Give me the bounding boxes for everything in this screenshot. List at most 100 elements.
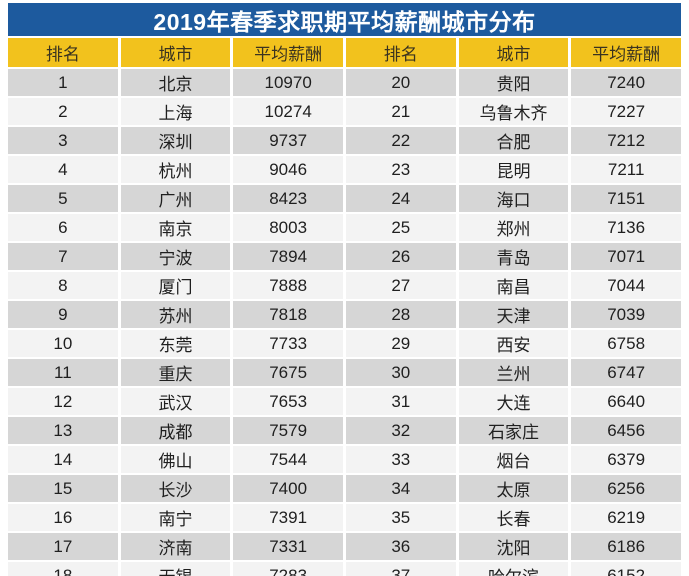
table-cell: 6219 (571, 504, 681, 531)
table-cell: 1 (8, 69, 118, 96)
table-row: 6 南京 8003 25 郑州 7136 (8, 214, 681, 241)
table-cell: 杭州 (120, 156, 231, 183)
table-cell: 15 (8, 475, 118, 502)
table-cell: 长春 (458, 504, 569, 531)
table-cell: 6152 (571, 562, 681, 576)
table-cell: 5 (8, 185, 118, 212)
table-cell: 7227 (571, 98, 681, 125)
table-cell: 7894 (233, 243, 343, 270)
table-cell: 重庆 (120, 359, 231, 386)
table-row: 15 长沙 7400 34 太原 6256 (8, 475, 681, 502)
table-cell: 上海 (120, 98, 231, 125)
table-header: 排名 城市 平均薪酬 排名 城市 平均薪酬 (8, 38, 681, 67)
table-cell: 3 (8, 127, 118, 154)
table-cell: 7211 (571, 156, 681, 183)
table-cell: 7212 (571, 127, 681, 154)
table-cell: 7818 (233, 301, 343, 328)
table-cell: 西安 (458, 330, 569, 357)
table-row: 8 厦门 7888 27 南昌 7044 (8, 272, 681, 299)
table-cell: 10274 (233, 98, 343, 125)
table-row: 3 深圳 9737 22 合肥 7212 (8, 127, 681, 154)
table-cell: 8003 (233, 214, 343, 241)
table-row: 2 上海 10274 21 乌鲁木齐 7227 (8, 98, 681, 125)
table-cell: 33 (345, 446, 456, 473)
table-cell: 30 (345, 359, 456, 386)
table-cell: 大连 (458, 388, 569, 415)
table-cell: 32 (345, 417, 456, 444)
table-cell: 佛山 (120, 446, 231, 473)
table-cell: 10 (8, 330, 118, 357)
table-cell: 乌鲁木齐 (458, 98, 569, 125)
table-cell: 厦门 (120, 272, 231, 299)
table-cell: 南宁 (120, 504, 231, 531)
salary-table: 排名 城市 平均薪酬 排名 城市 平均薪酬 1 北京 10970 20 贵阳 7240 2 上… (5, 36, 684, 576)
table-cell: 北京 (120, 69, 231, 96)
table-cell: 6456 (571, 417, 681, 444)
table-cell: 7733 (233, 330, 343, 357)
table-cell: 14 (8, 446, 118, 473)
table-cell: 东莞 (120, 330, 231, 357)
table-cell: 烟台 (458, 446, 569, 473)
table-cell: 34 (345, 475, 456, 502)
table-row: 12 武汉 7653 31 大连 6640 (8, 388, 681, 415)
table-cell: 7400 (233, 475, 343, 502)
table-cell: 25 (345, 214, 456, 241)
table-cell: 7283 (233, 562, 343, 576)
table-cell: 沈阳 (458, 533, 569, 560)
table-cell: 7653 (233, 388, 343, 415)
table-cell: 28 (345, 301, 456, 328)
table-cell: 6640 (571, 388, 681, 415)
table-cell: 6 (8, 214, 118, 241)
table-row: 9 苏州 7818 28 天津 7039 (8, 301, 681, 328)
table-cell: 17 (8, 533, 118, 560)
table-cell: 7888 (233, 272, 343, 299)
column-header-rank-left: 排名 (8, 38, 118, 67)
table-cell: 12 (8, 388, 118, 415)
table-row: 18无锡728337哈尔滨6152 (8, 562, 681, 576)
table-row: 7 宁波 7894 26 青岛 7071 (8, 243, 681, 270)
table-cell: 苏州 (120, 301, 231, 328)
table-cell: 7044 (571, 272, 681, 299)
table-cell: 石家庄 (458, 417, 569, 444)
table-cell: 9737 (233, 127, 343, 154)
column-header-salary-left: 平均薪酬 (233, 38, 343, 67)
table-cell: 7039 (571, 301, 681, 328)
table-cell: 哈尔滨 (458, 562, 569, 576)
table-cell: 海口 (458, 185, 569, 212)
column-header-city-right: 城市 (458, 38, 569, 67)
table-cell: 8 (8, 272, 118, 299)
table-cell: 9 (8, 301, 118, 328)
table-cell: 7675 (233, 359, 343, 386)
table-row: 5 广州 8423 24 海口 7151 (8, 185, 681, 212)
table-cell: 20 (345, 69, 456, 96)
table-row: 16 南宁 7391 35 长春 6219 (8, 504, 681, 531)
table-cell: 6758 (571, 330, 681, 357)
table-cell: 天津 (458, 301, 569, 328)
table-row: 10 东莞 7733 29 西安 6758 (8, 330, 681, 357)
table-cell: 7136 (571, 214, 681, 241)
table-cell: 23 (345, 156, 456, 183)
table-cell: 36 (345, 533, 456, 560)
table-row: 4 杭州 9046 23 昆明 7211 (8, 156, 681, 183)
table-cell: 29 (345, 330, 456, 357)
column-header-city-left: 城市 (120, 38, 231, 67)
table-cell: 31 (345, 388, 456, 415)
table-cell: 8423 (233, 185, 343, 212)
table-cell: 青岛 (458, 243, 569, 270)
table-cell: 昆明 (458, 156, 569, 183)
table-cell: 16 (8, 504, 118, 531)
table-cell: 37 (345, 562, 456, 576)
page-title: 2019年春季求职期平均薪酬城市分布 (8, 3, 681, 36)
table-cell: 13 (8, 417, 118, 444)
table-cell: 7071 (571, 243, 681, 270)
table-cell: 26 (345, 243, 456, 270)
table-cell: 7544 (233, 446, 343, 473)
table-cell: 济南 (120, 533, 231, 560)
table-cell: 2 (8, 98, 118, 125)
table-cell: 7331 (233, 533, 343, 560)
table-cell: 9046 (233, 156, 343, 183)
table-cell: 广州 (120, 185, 231, 212)
header-row: 排名 城市 平均薪酬 排名 城市 平均薪酬 (8, 38, 681, 67)
table-cell: 郑州 (458, 214, 569, 241)
table-cell: 21 (345, 98, 456, 125)
